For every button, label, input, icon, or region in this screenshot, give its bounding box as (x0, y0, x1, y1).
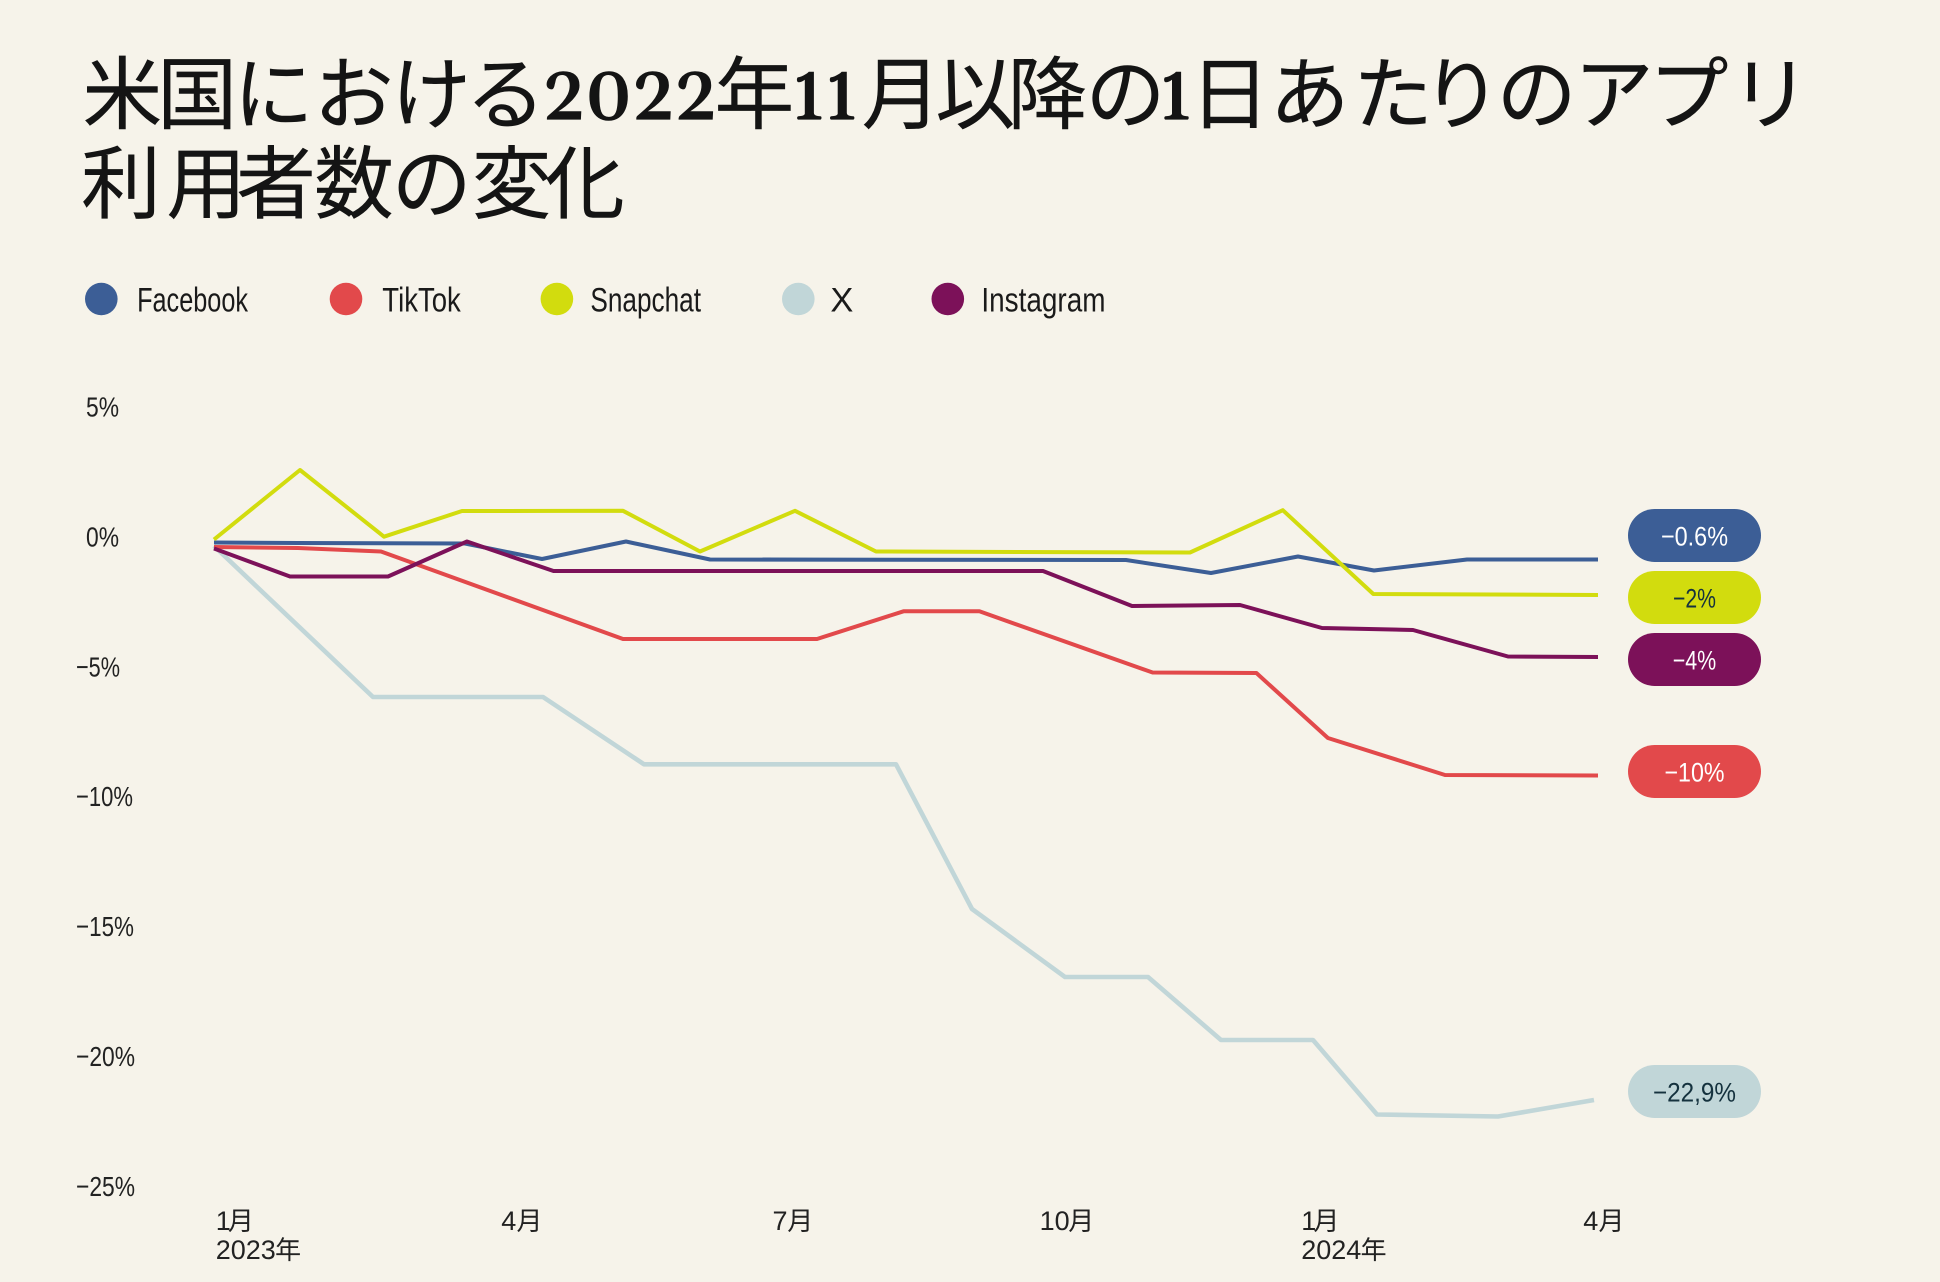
svg-text:−4%: −4% (1673, 645, 1717, 675)
svg-text:Snapchat: Snapchat (590, 282, 701, 320)
svg-text:TikTok: TikTok (382, 282, 461, 320)
svg-text:5%: 5% (86, 392, 119, 423)
svg-text:−0.6%: −0.6% (1661, 521, 1728, 551)
svg-text:Facebook: Facebook (137, 282, 249, 320)
svg-text:−25%: −25% (76, 1171, 135, 1202)
svg-text:10: 10 (1040, 1206, 1070, 1236)
svg-text:−22,9%: −22,9% (1653, 1077, 1736, 1107)
svg-text:−10%: −10% (1665, 757, 1725, 787)
svg-text:4: 4 (501, 1206, 516, 1236)
svg-text:−5%: −5% (76, 651, 120, 682)
svg-text:X: X (830, 282, 853, 320)
svg-text:0%: 0% (86, 521, 119, 552)
svg-text:2024: 2024 (1301, 1235, 1361, 1265)
svg-text:−2%: −2% (1673, 583, 1716, 613)
svg-text:−20%: −20% (76, 1041, 135, 1072)
svg-text:2023: 2023 (216, 1235, 276, 1265)
svg-text:−10%: −10% (76, 781, 133, 812)
svg-text:−15%: −15% (76, 911, 134, 942)
svg-text:1: 1 (216, 1206, 231, 1236)
svg-text:4: 4 (1583, 1206, 1598, 1236)
svg-text:1: 1 (1301, 1206, 1316, 1236)
svg-text:Instagram: Instagram (981, 282, 1105, 320)
svg-text:7: 7 (773, 1206, 788, 1236)
